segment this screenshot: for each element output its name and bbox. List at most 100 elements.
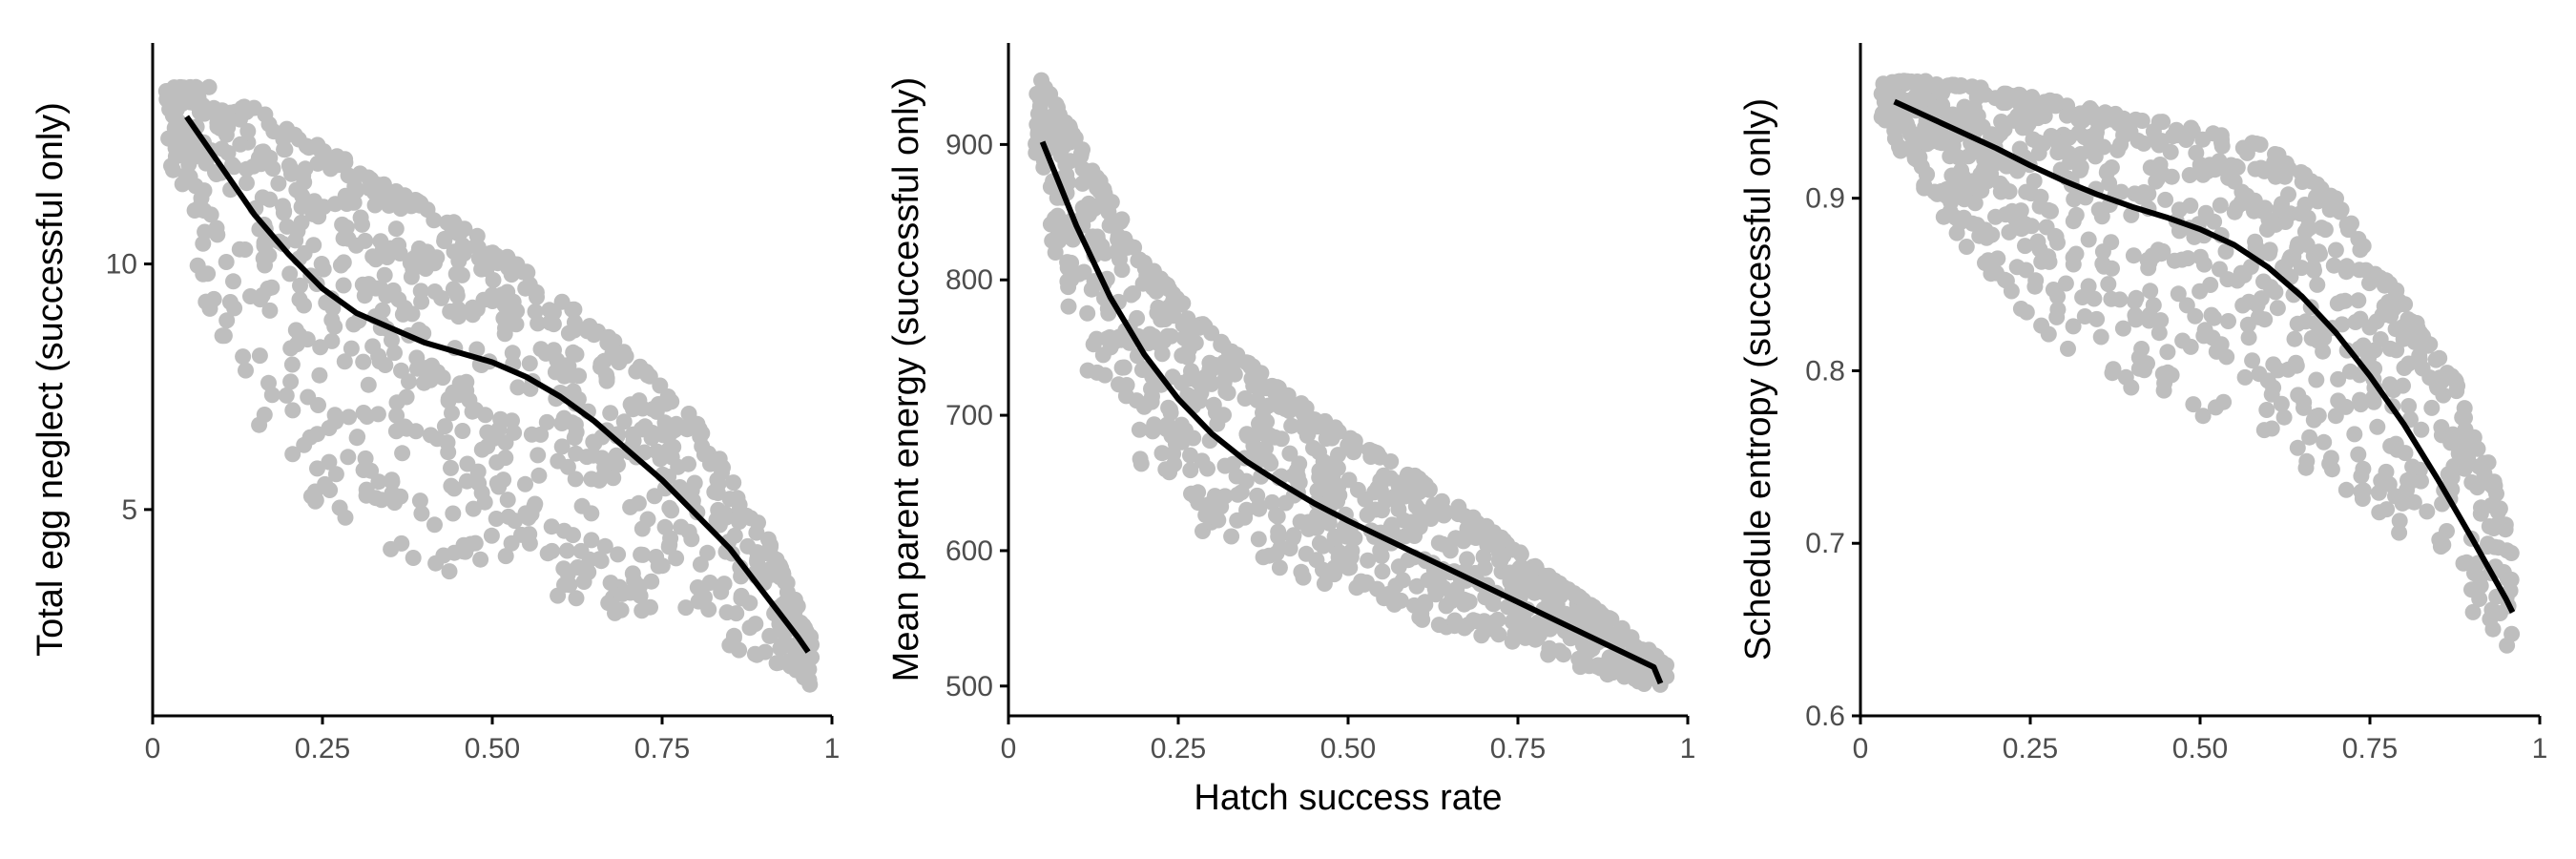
data-point — [761, 627, 779, 644]
data-point — [1226, 354, 1243, 371]
data-point — [1932, 131, 1949, 148]
data-point — [1250, 425, 1267, 442]
data-point — [523, 426, 540, 443]
data-point — [284, 446, 301, 463]
data-point — [2330, 392, 2347, 409]
data-point — [2132, 188, 2150, 205]
data-point — [1308, 552, 1325, 569]
data-point — [602, 405, 619, 422]
data-point — [1078, 169, 1095, 186]
data-point — [450, 387, 467, 404]
data-point — [1581, 658, 1598, 675]
data-point — [1987, 208, 2004, 225]
data-point — [1035, 158, 1052, 176]
data-point — [488, 511, 505, 527]
panel-mean-parent-energy: 0 0.25 0.50 0.75 1 500 600 700 800 900 Mean pare… — [886, 43, 1695, 765]
data-point — [2016, 219, 2032, 236]
data-point — [1467, 613, 1485, 630]
x-tick-label: 0.50 — [465, 733, 520, 765]
data-point — [386, 345, 403, 362]
data-point — [1255, 549, 1272, 566]
data-point — [649, 443, 665, 460]
x-tick-label: 0.50 — [2172, 733, 2228, 765]
data-point — [1270, 528, 1287, 545]
data-point — [195, 97, 212, 114]
data-point — [1459, 551, 1476, 568]
data-point — [2095, 110, 2112, 127]
data-point — [639, 367, 656, 384]
data-point — [2240, 329, 2257, 346]
data-point — [1447, 530, 1465, 547]
data-point — [613, 585, 631, 602]
data-point — [2098, 164, 2115, 181]
data-point — [2327, 241, 2344, 259]
data-point — [2388, 342, 2405, 359]
data-point — [286, 126, 303, 143]
data-point — [2212, 336, 2230, 353]
data-point — [1515, 606, 1531, 623]
data-point — [465, 500, 482, 517]
data-point — [2024, 89, 2041, 106]
data-point — [773, 559, 790, 576]
data-point — [615, 413, 633, 430]
data-point — [2352, 241, 2369, 259]
x-axis-title: Hatch success rate — [1194, 778, 1502, 818]
scatter-points — [1028, 72, 1675, 693]
data-point — [2040, 325, 2057, 343]
data-point — [2263, 212, 2280, 229]
y-tick-label: 900 — [945, 129, 993, 160]
data-point — [554, 357, 571, 374]
data-point — [403, 198, 420, 215]
data-point — [1052, 218, 1070, 235]
data-point — [1210, 512, 1227, 529]
data-point — [2346, 426, 2363, 443]
data-point — [355, 405, 372, 421]
data-point — [2464, 603, 2482, 620]
data-point — [689, 579, 706, 596]
data-point — [2321, 455, 2338, 472]
data-point — [2229, 158, 2246, 176]
data-point — [1989, 250, 2006, 267]
data-point — [1072, 148, 1090, 165]
data-point — [1083, 281, 1100, 298]
data-point — [201, 300, 218, 317]
data-point — [340, 230, 357, 247]
data-point — [337, 509, 354, 526]
data-point — [237, 241, 254, 258]
data-point — [2133, 113, 2150, 129]
data-point — [387, 183, 405, 199]
data-point — [725, 474, 742, 492]
data-point — [1874, 105, 1891, 122]
data-point — [731, 641, 748, 659]
data-point — [239, 175, 255, 192]
y-axis: 0.6 0.7 0.8 0.9 — [1805, 183, 1860, 732]
y-tick-label: 0.9 — [1805, 183, 1845, 215]
data-point — [348, 430, 365, 447]
data-point — [436, 233, 453, 250]
data-point — [725, 629, 742, 646]
data-point — [1144, 423, 1161, 440]
data-point — [1926, 102, 1942, 119]
data-point — [2194, 408, 2212, 425]
data-point — [1116, 230, 1133, 247]
data-point — [2350, 292, 2367, 309]
x-axis: 0 0.25 0.50 0.75 1 — [145, 716, 840, 765]
data-point — [199, 265, 217, 283]
data-point — [426, 283, 444, 300]
data-point — [1060, 298, 1077, 315]
data-point — [297, 160, 314, 178]
data-point — [798, 622, 815, 639]
x-tick-label: 0.25 — [1151, 733, 1206, 765]
data-point — [2258, 402, 2275, 418]
data-point — [1205, 396, 1222, 413]
data-point — [1216, 457, 1234, 474]
data-point — [2255, 273, 2272, 290]
data-point — [777, 594, 794, 611]
data-point — [1368, 445, 1385, 462]
x-tick-label: 0.25 — [295, 733, 350, 765]
data-point — [236, 98, 253, 115]
data-point — [2236, 368, 2254, 386]
data-point — [1495, 547, 1512, 564]
data-point — [1162, 401, 1178, 418]
data-point — [731, 496, 748, 513]
